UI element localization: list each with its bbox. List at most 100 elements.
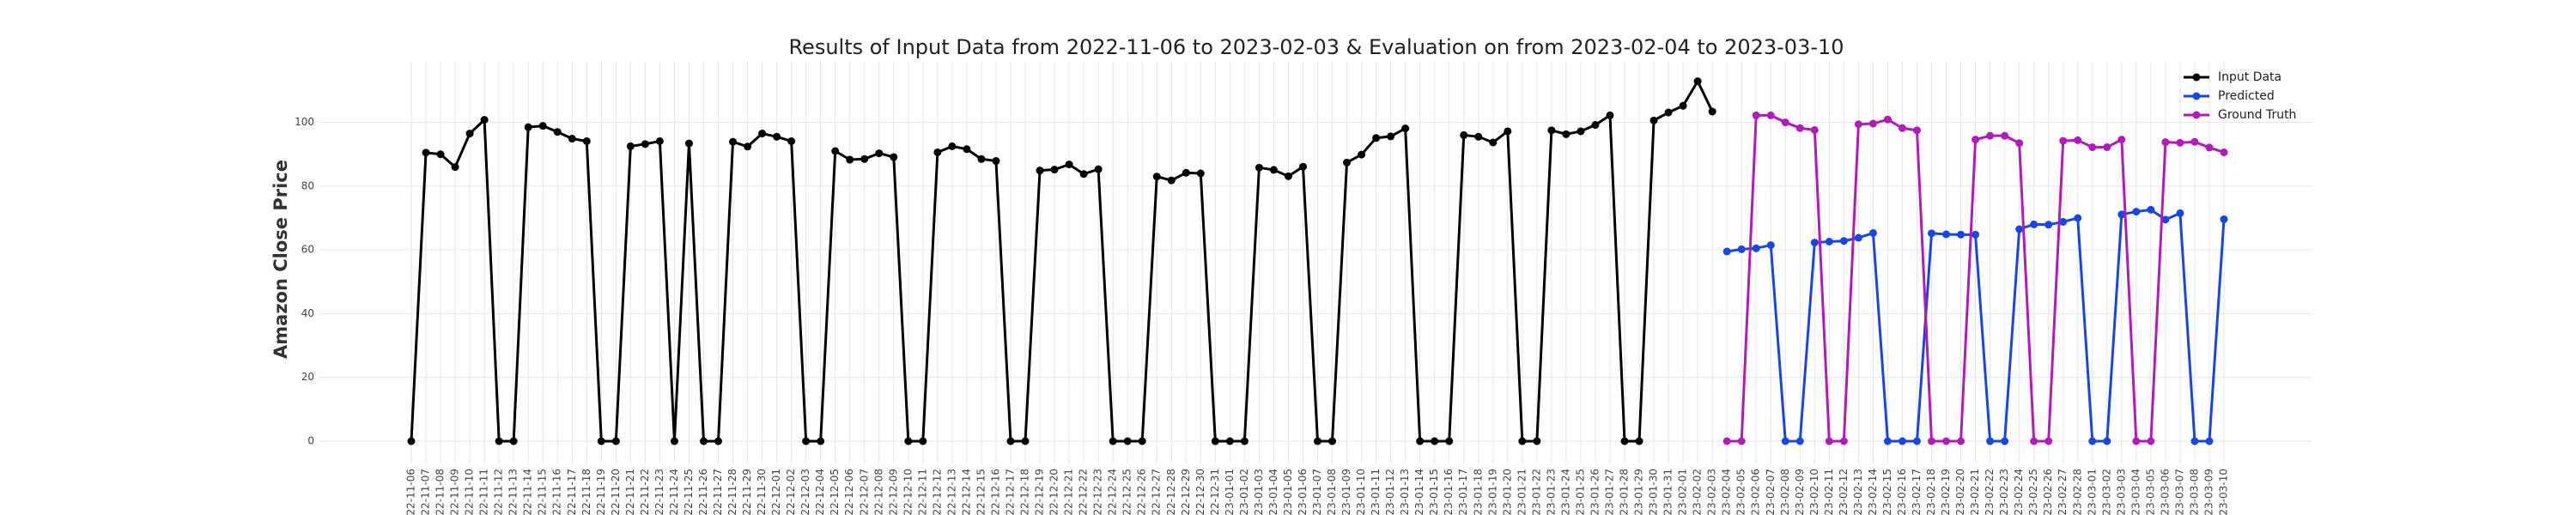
- x-tick-label: 2022-12-18: [1019, 469, 1031, 515]
- data-point: [1912, 126, 1921, 135]
- data-point: [1986, 131, 1995, 140]
- data-point: [1957, 230, 1965, 239]
- data-point: [2030, 220, 2038, 228]
- x-tick-label: 2022-12-27: [1151, 469, 1163, 515]
- data-point: [655, 136, 664, 145]
- data-point: [787, 136, 796, 145]
- legend-label: Ground Truth: [2218, 108, 2296, 122]
- x-tick-label: 2023-01-11: [1370, 469, 1382, 515]
- data-point: [1766, 241, 1775, 250]
- x-tick-label: 2022-11-15: [537, 469, 549, 515]
- x-tick-label: 2022-11-12: [493, 469, 505, 515]
- data-point: [538, 122, 547, 130]
- x-tick-label: 2023-03-03: [2115, 469, 2127, 515]
- series-line: [410, 78, 1714, 443]
- data-point: [2205, 143, 2214, 152]
- x-tick-label: 2022-12-05: [829, 469, 841, 515]
- data-point: [1971, 136, 1980, 144]
- x-tick-label: 2023-01-23: [1545, 469, 1557, 515]
- y-axis-label: Amazon Close Price: [270, 160, 291, 359]
- x-tick-label: 2023-02-21: [1969, 469, 1981, 515]
- x-tick-label: 2023-01-28: [1619, 469, 1631, 515]
- data-point: [2132, 437, 2141, 445]
- data-point: [611, 437, 620, 445]
- x-tick-label: 2023-01-04: [1267, 469, 1279, 515]
- data-point: [1971, 230, 1980, 239]
- data-point: [1050, 166, 1059, 174]
- x-tick-label: 2023-02-09: [1794, 469, 1806, 515]
- chart-title: Results of Input Data from 2022-11-06 to…: [788, 35, 1844, 59]
- y-tick-label: 60: [301, 244, 314, 256]
- legend-marker: [2192, 111, 2201, 119]
- x-tick-label: 2022-11-10: [464, 469, 476, 515]
- x-tick-label: 2022-11-25: [683, 469, 695, 515]
- x-tick-label: 2023-02-08: [1779, 469, 1791, 515]
- data-point: [1591, 121, 1600, 130]
- x-tick-label: 2023-01-09: [1340, 469, 1352, 515]
- data-point: [2220, 148, 2228, 156]
- x-tick-label: 2023-01-31: [1662, 469, 1674, 515]
- data-point: [1182, 168, 1190, 177]
- data-point: [1679, 101, 1687, 110]
- data-point: [1416, 437, 1425, 445]
- data-point: [875, 149, 884, 158]
- data-point: [1898, 437, 1906, 445]
- grid: [319, 62, 2312, 464]
- data-point: [1079, 170, 1088, 179]
- data-point: [422, 148, 430, 157]
- x-tick-label: 2023-01-21: [1516, 469, 1528, 515]
- x-tick-label: 2023-02-12: [1838, 469, 1850, 515]
- data-point: [1649, 116, 1658, 124]
- x-tick-label: 2022-11-13: [507, 469, 519, 515]
- data-point: [495, 437, 503, 445]
- data-point: [407, 437, 416, 445]
- x-tick-label: 2023-02-25: [2027, 469, 2039, 515]
- data-point: [1912, 437, 1921, 445]
- data-point: [1620, 437, 1629, 445]
- x-tick-label: 2023-01-25: [1574, 469, 1586, 515]
- data-point: [919, 437, 927, 445]
- x-tick-label: 2022-12-29: [1180, 469, 1192, 515]
- x-tick-label: 2022-12-24: [1107, 469, 1119, 515]
- data-point: [1825, 437, 1833, 445]
- data-point: [1445, 437, 1454, 445]
- x-tick-label: 2022-12-07: [858, 469, 870, 515]
- data-point: [860, 154, 869, 163]
- data-point: [1942, 437, 1951, 445]
- x-tick-label: 2022-11-07: [420, 469, 432, 515]
- data-point: [729, 137, 738, 146]
- x-tick-label: 2022-11-19: [595, 469, 607, 515]
- x-tick-label: 2023-01-16: [1443, 469, 1455, 515]
- y-tick-label: 40: [301, 307, 314, 319]
- series: [1722, 205, 2228, 445]
- data-point: [1752, 111, 1760, 119]
- x-tick-label: 2023-02-02: [1692, 469, 1704, 515]
- data-point: [744, 142, 752, 151]
- data-point: [2001, 131, 2009, 140]
- data-point: [1795, 437, 1804, 445]
- data-point: [699, 437, 708, 445]
- x-tick-label: 2023-01-19: [1486, 469, 1498, 515]
- data-point: [684, 139, 693, 148]
- data-point: [1094, 165, 1103, 173]
- x-tick-label: 2023-02-03: [1706, 469, 1718, 515]
- data-point: [1006, 437, 1015, 445]
- x-tick-label: 2022-11-27: [712, 469, 724, 515]
- x-tick-label: 2022-12-03: [799, 469, 811, 515]
- data-point: [2015, 139, 2024, 148]
- data-point: [802, 437, 811, 445]
- data-point: [1284, 172, 1292, 180]
- data-point: [1269, 166, 1278, 174]
- data-point: [2132, 208, 2141, 216]
- x-tick-label: 2022-11-06: [405, 469, 417, 515]
- data-point: [2030, 437, 2038, 445]
- x-tick-label: 2023-01-10: [1355, 469, 1367, 515]
- data-point: [904, 437, 913, 445]
- data-point: [582, 136, 591, 145]
- data-point: [2015, 225, 2024, 233]
- x-tick-label: 2023-03-06: [2159, 469, 2171, 515]
- data-point: [626, 142, 635, 150]
- x-tick-label: 2023-01-27: [1603, 469, 1615, 515]
- data-point: [2059, 136, 2068, 145]
